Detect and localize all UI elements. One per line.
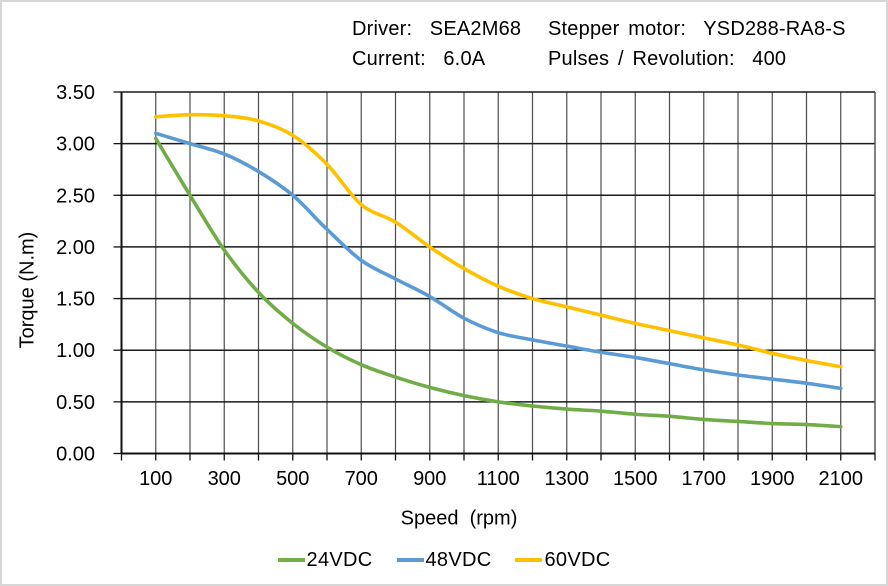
y-tick-label: 2.50: [56, 185, 95, 207]
y-tick-label: 0.00: [56, 444, 95, 466]
y-tick-label: 2.00: [56, 237, 95, 259]
x-tick-label: 1300: [545, 468, 590, 490]
legend-item-60vdc: 60VDC: [515, 549, 610, 572]
y-tick-label: 3.50: [56, 82, 95, 104]
x-tick-label: 300: [208, 468, 241, 490]
y-axis-title: Torque (N.m): [16, 231, 39, 349]
x-tick-label: 1100: [477, 468, 520, 490]
spec-header: Driver: SEA2M68 Stepper motor: YSD288-RA…: [352, 16, 846, 72]
x-tick-label: 1500: [613, 468, 658, 490]
x-axis-title: Speed (rpm): [400, 507, 518, 530]
x-tick-label: 700: [345, 468, 378, 490]
pulses-spec: Pulses / Revolution: 400: [548, 48, 787, 70]
y-tick-label: 1.00: [56, 340, 95, 362]
legend-line-swatch: [515, 558, 543, 562]
legend-label: 48VDC: [425, 548, 492, 571]
legend-item-48vdc: 48VDC: [396, 548, 492, 572]
x-tick-label: 1900: [750, 468, 795, 490]
legend: 24VDC 48VDC 60VDC: [2, 547, 886, 573]
current-spec: Current: 6.0A: [352, 48, 486, 70]
x-tick-label: 100: [139, 468, 172, 490]
legend-item-24vdc: 24VDC: [277, 548, 373, 572]
series-curve-48vdc: [153, 131, 843, 391]
x-tick-label: 2100: [819, 468, 864, 490]
y-tick-label: 1.50: [56, 289, 95, 311]
y-tick-label: 3.00: [56, 134, 95, 156]
legend-line-swatch: [396, 558, 424, 562]
legend-line-swatch: [277, 558, 305, 562]
x-tick-label: 1700: [682, 468, 727, 490]
series-curve-60vdc: [153, 112, 843, 369]
motor-spec: Stepper motor: YSD288-RA8-S: [548, 18, 846, 40]
series-curve-24vdc: [153, 136, 843, 429]
y-tick-label: 0.50: [56, 392, 95, 414]
x-tick-label: 500: [276, 468, 309, 490]
x-tick-label: 900: [413, 468, 446, 490]
legend-label: 24VDC: [306, 548, 373, 571]
driver-spec: Driver: SEA2M68: [352, 18, 522, 40]
legend-label: 60VDC: [544, 548, 611, 571]
